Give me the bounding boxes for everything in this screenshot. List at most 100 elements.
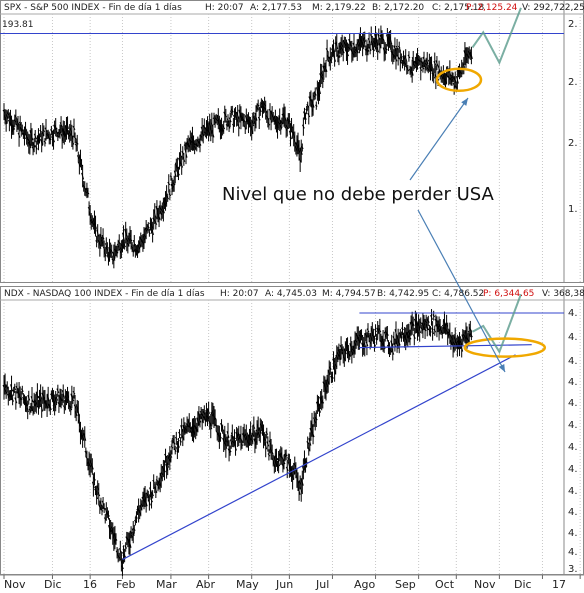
price-candle-body — [348, 353, 352, 357]
price-candle-body — [219, 435, 222, 439]
price-candle-body — [394, 56, 398, 62]
price-candle-body — [401, 62, 404, 67]
price-candle-body — [468, 327, 472, 331]
price-candle-body — [270, 450, 274, 455]
price-candle-body — [152, 479, 156, 484]
price-candle-body — [173, 170, 177, 178]
price-candle-body — [297, 486, 301, 495]
price-candle-body — [301, 124, 305, 129]
text-layer: SPX - S&P 500 INDEX - Fin de día 1 días … — [2, 3, 584, 591]
price-layer — [2, 25, 473, 576]
support-ellipse — [435, 67, 483, 93]
price-candle-body — [123, 243, 127, 248]
spx-panel-frame — [0, 0, 584, 283]
price-candle-body — [131, 528, 135, 536]
price-candle-body — [308, 438, 312, 446]
price-candle-body — [48, 404, 52, 411]
ndx-header-p: P: 6,344.65 — [483, 289, 534, 299]
price-candle-body — [433, 328, 437, 333]
ndx-header-symbol: NDX - NASDAQ 100 INDEX - Fin de día 1 dí… — [4, 289, 205, 299]
price-candle-body — [123, 553, 127, 558]
price-candle-body — [66, 122, 70, 129]
price-candle-body — [151, 492, 155, 497]
price-candle-body — [331, 375, 334, 379]
price-candle-body — [455, 76, 459, 84]
spx-ytick-3: 2. — [568, 138, 578, 149]
price-candle-body — [233, 114, 236, 121]
price-candle-body — [98, 241, 102, 249]
ndx-header-v: V: 368,38 — [542, 289, 584, 299]
spx-ytick-4: 1. — [568, 204, 578, 215]
price-candle-body — [14, 115, 18, 119]
price-candle-body — [396, 54, 400, 60]
price-candle-body — [149, 487, 152, 493]
x-tick-label: Abr — [196, 578, 216, 591]
price-candle-body — [146, 225, 150, 229]
price-candle-body — [138, 241, 142, 248]
annotation-arrow-down-head — [498, 364, 505, 372]
price-candle-body — [95, 491, 99, 500]
price-candle-body — [72, 125, 76, 130]
price-candle-body — [425, 323, 429, 331]
price-candle-body — [432, 314, 436, 318]
price-candle-body — [81, 172, 85, 180]
price-candle-body — [114, 537, 118, 541]
projection-path — [471, 7, 522, 66]
price-candle-body — [154, 221, 158, 225]
price-candle-body — [131, 248, 135, 253]
price-candle-body — [397, 340, 401, 346]
price-candle-body — [101, 234, 105, 240]
x-tick-label: Nov — [4, 578, 26, 591]
price-candle-body — [227, 123, 231, 129]
price-candle-body — [95, 240, 98, 243]
price-candle-body — [11, 398, 15, 402]
price-candle-body — [129, 237, 133, 242]
price-candle-body — [412, 334, 416, 339]
price-candle-body — [252, 424, 256, 429]
price-candle-body — [61, 390, 65, 398]
price-candle-body — [71, 140, 75, 145]
price-candle-body — [34, 145, 38, 150]
ndx-header-h: H: 20:07 — [220, 289, 259, 299]
price-candle-body — [318, 407, 322, 413]
price-candle-body — [267, 122, 271, 126]
price-candle-body — [83, 433, 87, 441]
price-candle-body — [135, 515, 138, 519]
price-candle-body — [163, 468, 166, 473]
price-candle-body — [166, 462, 170, 468]
price-candle-body — [91, 481, 95, 489]
price-candle-body — [265, 431, 269, 435]
price-candle-body — [67, 398, 71, 403]
price-candle-body — [276, 125, 279, 131]
price-candle-body — [221, 427, 225, 431]
price-candle-body — [182, 156, 186, 163]
price-candle-body — [469, 333, 473, 338]
price-candle-body — [421, 64, 425, 70]
price-candle-body — [374, 328, 377, 333]
price-candle-body — [178, 431, 181, 436]
annotation-arrow-up-head — [461, 98, 468, 106]
price-candle-body — [341, 48, 345, 54]
price-candle-body — [346, 51, 349, 57]
price-candle-body — [132, 527, 136, 531]
x-tick-label: Nov — [474, 578, 496, 591]
price-candle-body — [355, 46, 359, 54]
price-candle-body — [408, 335, 412, 340]
price-candle-body — [305, 108, 308, 112]
price-candle-body — [22, 132, 26, 140]
price-candle-body — [103, 251, 107, 257]
price-candle-body — [418, 327, 422, 334]
price-candle-body — [277, 457, 281, 467]
ndx-ytick-7: 4. — [568, 442, 578, 453]
spx-header-c: C: 2,175.18 — [432, 3, 485, 13]
price-candle-body — [304, 116, 307, 120]
x-tick-label: Sep — [395, 578, 416, 591]
price-candle-body — [39, 392, 43, 399]
price-candle-body — [173, 448, 177, 452]
price-candle-body — [201, 132, 205, 137]
price-candle-body — [12, 125, 16, 130]
price-candle-body — [343, 348, 347, 355]
price-candle-body — [46, 393, 50, 402]
price-candle-body — [233, 435, 236, 440]
price-candle-body — [222, 125, 226, 130]
